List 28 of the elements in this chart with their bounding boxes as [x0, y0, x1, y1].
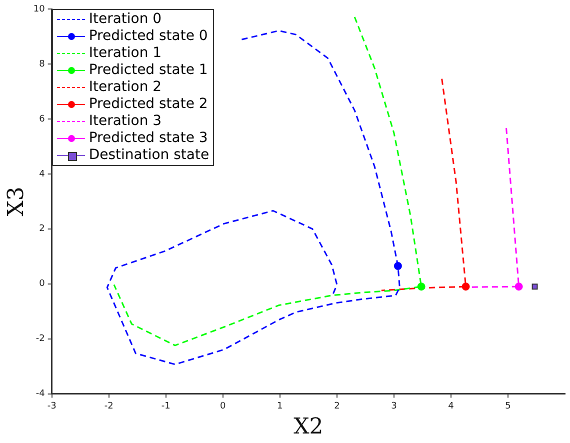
x-tick-label: 4: [448, 402, 454, 412]
x-axis-title: X2: [294, 414, 324, 440]
legend-label: Predicted state 0: [88, 28, 208, 45]
x-tick-label: 3: [391, 402, 397, 412]
x-tick-label: -1: [161, 402, 170, 412]
x-tick-label: 2: [334, 402, 340, 412]
legend-label: Predicted state 1: [88, 62, 208, 79]
x-tick-label: 5: [505, 402, 511, 412]
x-tick-label: -2: [104, 402, 114, 412]
y-tick-label: -4: [36, 389, 46, 400]
y-tick-label: 2: [39, 224, 45, 234]
y-tick-label: 6: [39, 114, 46, 124]
y-tick-label: 8: [39, 59, 46, 70]
legend-label: Iteration 2: [88, 79, 162, 96]
y-tick-label: -2: [36, 334, 45, 344]
x-tick-label: -3: [47, 402, 56, 412]
legend-label: Predicted state 2: [88, 96, 208, 113]
legend-label: Iteration 0: [88, 11, 162, 28]
y-tick-label: 4: [39, 169, 46, 180]
legend-label: Iteration 3: [88, 113, 162, 130]
y-tick-label: 10: [33, 4, 46, 14]
x-tick-label: 0: [220, 402, 226, 412]
legend-label: Predicted state 3: [88, 130, 208, 147]
y-tick-label: 0: [39, 279, 46, 290]
y-axis-title: X3: [4, 186, 29, 216]
x-tick-label: 1: [277, 402, 283, 412]
legend-label: Iteration 1: [88, 45, 162, 62]
legend-label: Destination state: [88, 147, 210, 164]
